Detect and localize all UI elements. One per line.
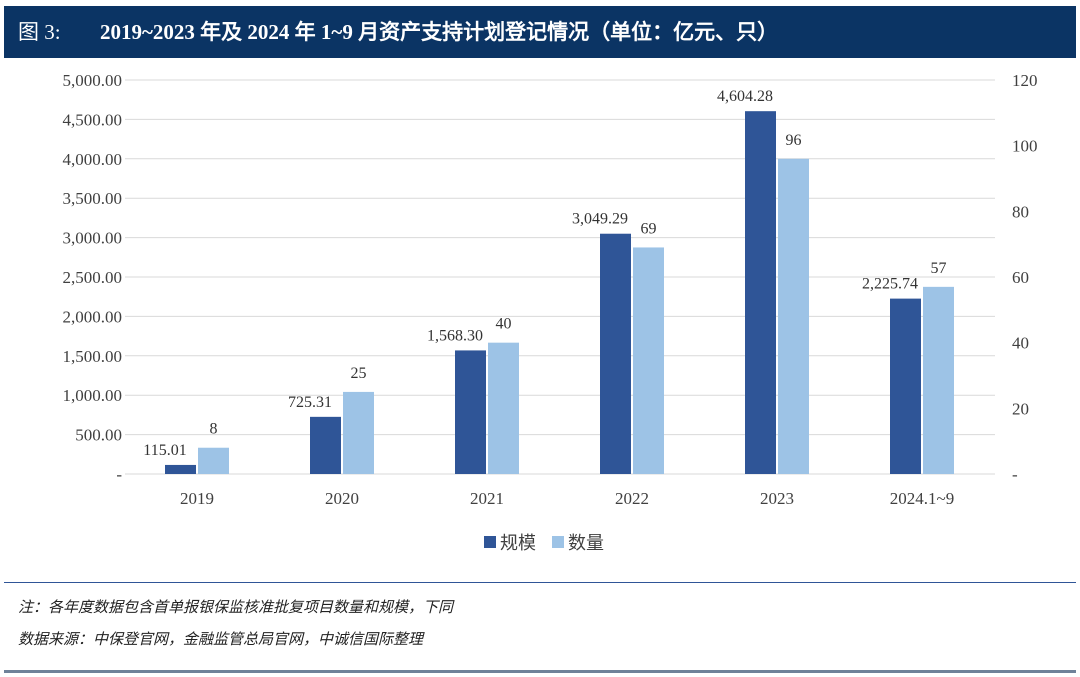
bar-scale bbox=[165, 464, 196, 474]
data-label: 115.01 bbox=[143, 442, 186, 459]
data-label: 57 bbox=[931, 260, 947, 277]
divider bbox=[4, 582, 1076, 583]
data-label: 4,604.28 bbox=[717, 88, 773, 105]
data-label: 40 bbox=[496, 316, 512, 333]
data-label: 96 bbox=[786, 132, 802, 149]
figure-header: 图 3: 2019~2023 年及 2024 年 1~9 月资产支持计划登记情况… bbox=[4, 6, 1076, 58]
data-label: 8 bbox=[210, 421, 218, 438]
right-tick-label: 80 bbox=[1012, 202, 1029, 221]
right-tick-label: - bbox=[1012, 465, 1018, 484]
bar-scale bbox=[310, 416, 341, 474]
data-label: 1,568.30 bbox=[427, 327, 483, 344]
legend-label: 规模 bbox=[500, 533, 536, 554]
bar-count bbox=[923, 286, 954, 474]
x-tick-label: 2022 bbox=[615, 489, 649, 508]
bar-count bbox=[343, 391, 374, 474]
right-tick-label: 100 bbox=[1012, 137, 1038, 156]
right-tick-label: 60 bbox=[1012, 268, 1029, 287]
left-tick-label: 2,000.00 bbox=[63, 307, 123, 326]
data-label: 25 bbox=[351, 365, 367, 382]
right-tick-label: 120 bbox=[1012, 71, 1038, 90]
right-tick-label: 20 bbox=[1012, 399, 1029, 418]
data-label: 725.31 bbox=[288, 394, 332, 411]
left-tick-label: 1,500.00 bbox=[63, 347, 123, 366]
bottom-rule bbox=[4, 670, 1076, 673]
bar-count bbox=[488, 342, 519, 474]
figure-title: 2019~2023 年及 2024 年 1~9 月资产支持计划登记情况（单位：亿… bbox=[100, 20, 779, 44]
left-tick-label: 2,500.00 bbox=[63, 268, 123, 287]
left-tick-label: 3,500.00 bbox=[63, 189, 123, 208]
x-tick-label: 2021 bbox=[470, 489, 504, 508]
left-tick-label: 4,500.00 bbox=[63, 110, 123, 129]
bar-chart: - 500.00 1,000.00 1,500.00 2,000.00 2,500.00 3… bbox=[63, 71, 1038, 554]
x-tick-label: 2020 bbox=[325, 489, 359, 508]
legend-swatch bbox=[484, 536, 496, 548]
figure-label: 图 3: bbox=[18, 20, 61, 44]
data-label: 69 bbox=[641, 220, 657, 237]
left-tick-label: 3,000.00 bbox=[63, 229, 123, 248]
legend-swatch bbox=[552, 536, 564, 548]
note-text: 注：各年度数据包含首单报银保监核准批复项目数量和规模，下同 bbox=[18, 600, 454, 616]
legend-label: 数量 bbox=[568, 533, 604, 554]
left-tick-label: 500.00 bbox=[75, 426, 122, 445]
left-tick-label: 5,000.00 bbox=[63, 71, 123, 90]
bar-scale bbox=[600, 233, 631, 474]
left-tick-label: - bbox=[116, 465, 122, 484]
x-tick-label: 2024.1~9 bbox=[890, 489, 954, 508]
bar-scale bbox=[455, 350, 486, 474]
x-tick-label: 2019 bbox=[180, 489, 214, 508]
bar-scale bbox=[890, 298, 921, 474]
left-tick-label: 1,000.00 bbox=[63, 386, 123, 405]
source-text: 数据来源：中保登官网，金融监管总局官网，中诚信国际整理 bbox=[18, 632, 424, 648]
left-tick-label: 4,000.00 bbox=[63, 150, 123, 169]
bar-scale bbox=[745, 111, 776, 474]
x-tick-label: 2023 bbox=[760, 489, 794, 508]
bar-count bbox=[633, 247, 664, 474]
bar-count bbox=[198, 447, 229, 474]
data-label: 3,049.29 bbox=[572, 211, 628, 228]
data-label: 2,225.74 bbox=[862, 276, 918, 293]
right-tick-label: 40 bbox=[1012, 334, 1029, 353]
bar-count bbox=[778, 158, 809, 475]
